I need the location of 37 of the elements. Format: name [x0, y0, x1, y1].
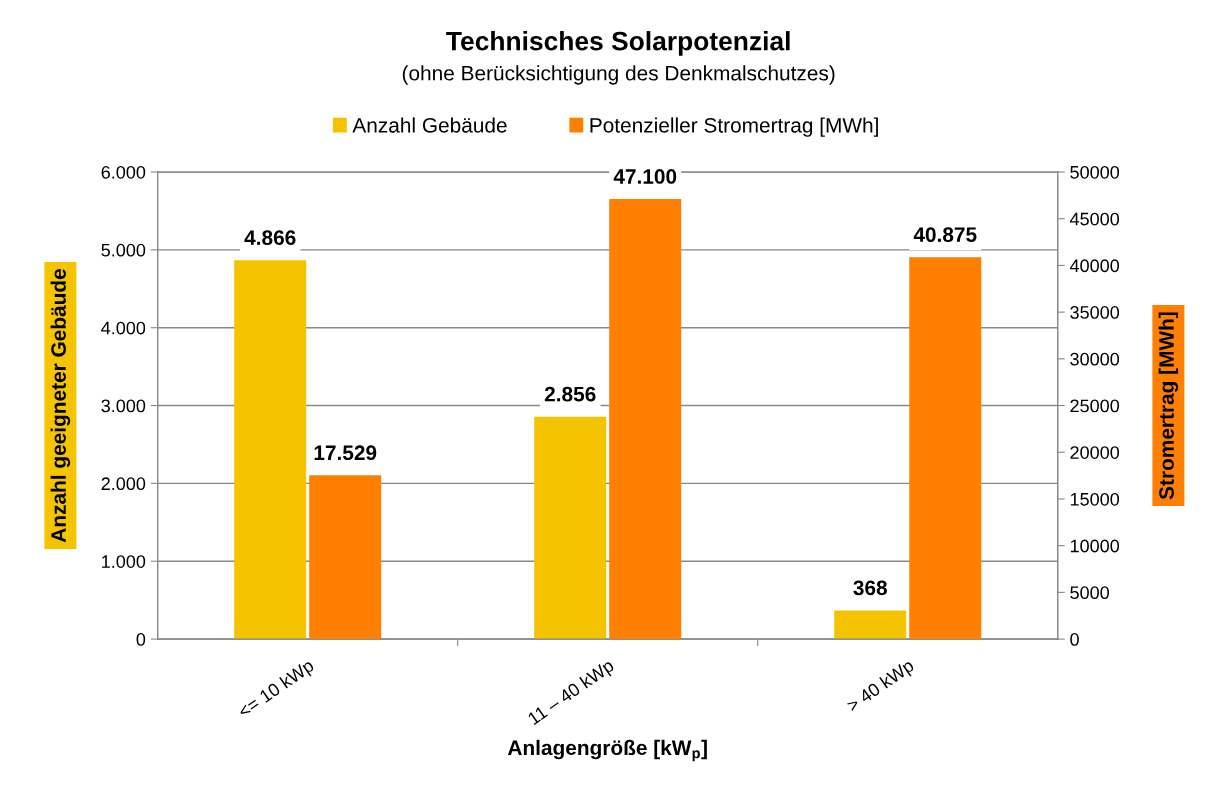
data-label: 17.529	[314, 445, 377, 461]
y2-tick-label: 45000	[1069, 212, 1120, 226]
legend-label: Anzahl Gebäude	[352, 117, 507, 133]
y2-tick-label: 40000	[1069, 259, 1120, 273]
x-tick-label: 11 – 40 kWp	[526, 658, 617, 729]
y-tick-label: 1.000	[102, 555, 146, 568]
y2-tick-label: 25000	[1070, 399, 1120, 413]
y-tick-label: 5.000	[101, 243, 146, 257]
data-label: 47.100	[613, 169, 677, 184]
x-tick-label: <= 10 kWp	[236, 658, 317, 722]
y2-tick-label: 20000	[1070, 446, 1120, 459]
y2-tick-label: 30000	[1070, 352, 1120, 366]
legend-label: Potenzieller Stromertrag [MWh]	[590, 117, 878, 137]
y2-axis-title: Stromertrag [MWh]	[1158, 312, 1179, 500]
y2-tick-label: 5000	[1070, 586, 1109, 600]
y2-tick-label: 15000	[1070, 492, 1120, 506]
x-tick-label: > 40 kWp	[845, 658, 917, 716]
y2-tick-label: 10000	[1070, 539, 1120, 553]
x-axis-title: Anlagengröße [kW$_{p}$]	[507, 739, 707, 762]
y-tick-label: 3.000	[101, 399, 146, 413]
chart-title: Technisches Solarpotenzial	[446, 31, 790, 56]
data-label: 2.856	[544, 386, 596, 402]
chart-subtitle: (ohne Berücksichtigung des Denkmalschutzes)	[402, 65, 835, 85]
bar	[834, 610, 907, 640]
y2-tick-label: 50000	[1070, 165, 1120, 179]
data-label: 368	[853, 580, 887, 596]
y-tick-label: 2.000	[101, 477, 146, 491]
y-tick-label: 0	[136, 633, 146, 646]
y-axis-title: Anzahl geeigneter Gebäude	[50, 269, 71, 543]
data-label: 40.875	[913, 227, 977, 243]
y-tick-label: 6.000	[101, 165, 146, 179]
y-tick-label: 4.000	[101, 321, 146, 335]
y2-tick-label: 35000	[1070, 306, 1120, 319]
data-label: 4.866	[244, 230, 296, 246]
bar	[234, 260, 307, 640]
y2-tick-label: 0	[1070, 633, 1079, 646]
bar	[909, 257, 982, 640]
